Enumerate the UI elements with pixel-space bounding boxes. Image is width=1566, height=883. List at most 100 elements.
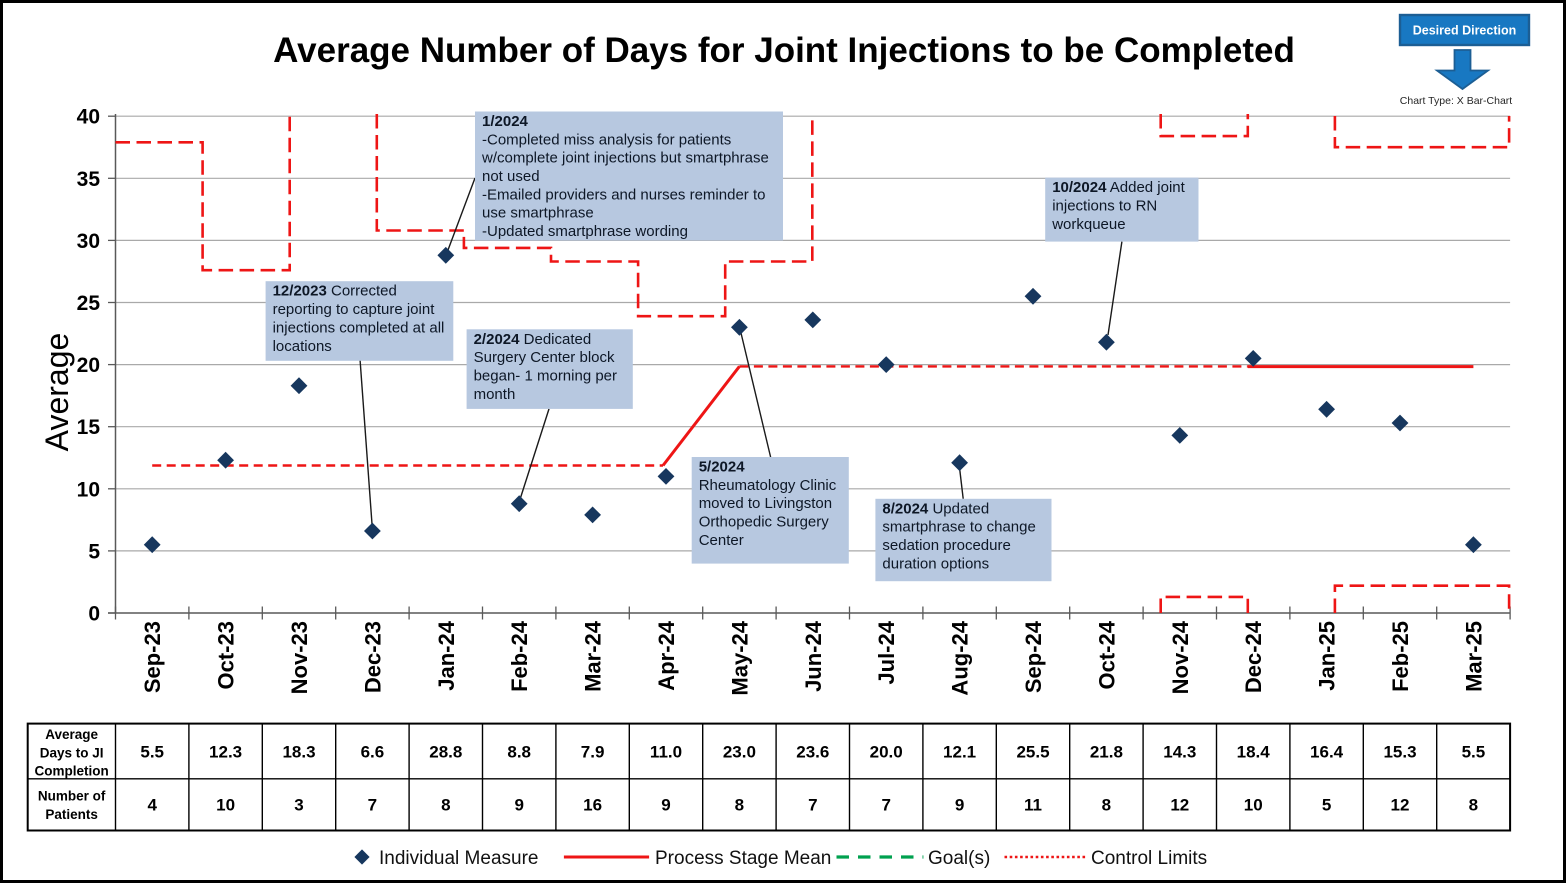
svg-text:Desired Direction: Desired Direction bbox=[1413, 24, 1517, 38]
svg-text:Days to JI: Days to JI bbox=[40, 745, 104, 760]
svg-text:8: 8 bbox=[441, 796, 450, 815]
svg-text:Feb-25: Feb-25 bbox=[1388, 621, 1413, 692]
svg-text:12: 12 bbox=[1170, 796, 1189, 815]
svg-text:Number of: Number of bbox=[38, 788, 106, 803]
svg-text:8: 8 bbox=[1469, 796, 1478, 815]
svg-text:Dec-24: Dec-24 bbox=[1241, 620, 1266, 693]
svg-text:9: 9 bbox=[955, 796, 964, 815]
svg-text:10: 10 bbox=[77, 478, 100, 501]
svg-text:2/2024 Dedicated: 2/2024 Dedicated bbox=[474, 331, 592, 348]
svg-text:-Emailed providers and nurses: -Emailed providers and nurses reminder t… bbox=[482, 186, 765, 203]
svg-text:workqueue: workqueue bbox=[1051, 216, 1125, 233]
svg-text:Jun-24: Jun-24 bbox=[801, 620, 826, 692]
svg-text:8: 8 bbox=[735, 796, 744, 815]
svg-text:Process Stage Mean: Process Stage Mean bbox=[655, 848, 831, 869]
svg-text:Aug-24: Aug-24 bbox=[948, 620, 973, 695]
svg-text:12.1: 12.1 bbox=[943, 743, 976, 762]
svg-text:Center: Center bbox=[699, 532, 744, 549]
svg-text:15: 15 bbox=[77, 416, 101, 439]
svg-text:Nov-23: Nov-23 bbox=[287, 621, 312, 694]
svg-text:Jan-25: Jan-25 bbox=[1315, 621, 1340, 691]
svg-text:18.4: 18.4 bbox=[1237, 743, 1271, 762]
svg-text:w/complete joint injections bu: w/complete joint injections but smartphr… bbox=[481, 150, 769, 167]
svg-text:Average: Average bbox=[45, 727, 98, 742]
svg-text:18.3: 18.3 bbox=[282, 743, 315, 762]
svg-text:30: 30 bbox=[77, 230, 100, 253]
svg-text:1/2024: 1/2024 bbox=[482, 113, 529, 130]
svg-text:0: 0 bbox=[88, 603, 100, 626]
svg-text:Feb-24: Feb-24 bbox=[507, 620, 532, 692]
svg-text:7.9: 7.9 bbox=[581, 743, 605, 762]
svg-text:not used: not used bbox=[482, 168, 540, 185]
svg-text:Oct-23: Oct-23 bbox=[214, 621, 239, 689]
svg-text:sedation procedure: sedation procedure bbox=[882, 537, 1010, 554]
svg-text:Control Limits: Control Limits bbox=[1091, 848, 1207, 869]
svg-text:month: month bbox=[474, 386, 516, 403]
svg-text:16.4: 16.4 bbox=[1310, 743, 1344, 762]
svg-text:11: 11 bbox=[1024, 796, 1042, 815]
svg-text:locations: locations bbox=[273, 338, 332, 355]
svg-text:Nov-24: Nov-24 bbox=[1168, 620, 1193, 694]
svg-text:Individual Measure: Individual Measure bbox=[379, 848, 538, 869]
svg-text:Apr-24: Apr-24 bbox=[654, 620, 679, 690]
svg-text:16: 16 bbox=[583, 796, 602, 815]
svg-text:20: 20 bbox=[77, 354, 100, 377]
svg-text:Chart Type: X Bar-Chart: Chart Type: X Bar-Chart bbox=[1400, 95, 1513, 107]
svg-text:7: 7 bbox=[808, 796, 817, 815]
svg-text:3: 3 bbox=[294, 796, 303, 815]
svg-text:5: 5 bbox=[88, 540, 100, 563]
svg-text:14.3: 14.3 bbox=[1163, 743, 1196, 762]
svg-text:28.8: 28.8 bbox=[429, 743, 462, 762]
svg-text:Mar-25: Mar-25 bbox=[1461, 621, 1486, 692]
svg-text:9: 9 bbox=[514, 796, 523, 815]
svg-text:23.0: 23.0 bbox=[723, 743, 756, 762]
svg-text:moved to Livingston: moved to Livingston bbox=[699, 495, 832, 512]
svg-text:12.3: 12.3 bbox=[209, 743, 242, 762]
svg-text:Mar-24: Mar-24 bbox=[581, 620, 606, 692]
svg-text:6.6: 6.6 bbox=[361, 743, 385, 762]
svg-text:23.6: 23.6 bbox=[796, 743, 829, 762]
svg-text:8/2024 Updated: 8/2024 Updated bbox=[882, 500, 989, 517]
svg-text:8: 8 bbox=[1102, 796, 1111, 815]
svg-text:20.0: 20.0 bbox=[870, 743, 903, 762]
svg-text:reporting to capture joint: reporting to capture joint bbox=[273, 301, 436, 318]
svg-text:12: 12 bbox=[1391, 796, 1410, 815]
svg-text:7: 7 bbox=[881, 796, 890, 815]
svg-text:Sep-24: Sep-24 bbox=[1021, 620, 1046, 693]
svg-text:5.5: 5.5 bbox=[1462, 743, 1486, 762]
svg-text:Average Number of Days for Joi: Average Number of Days for Joint Injecti… bbox=[273, 31, 1295, 70]
svg-text:5.5: 5.5 bbox=[140, 743, 164, 762]
svg-text:7: 7 bbox=[368, 796, 377, 815]
svg-text:Sep-23: Sep-23 bbox=[140, 621, 165, 693]
svg-text:35: 35 bbox=[77, 168, 101, 191]
svg-text:10/2024 Added joint: 10/2024 Added joint bbox=[1052, 179, 1185, 196]
svg-text:12/2023 Corrected: 12/2023 Corrected bbox=[273, 283, 397, 300]
svg-text:smartphrase to change: smartphrase to change bbox=[882, 519, 1035, 536]
svg-text:Jan-24: Jan-24 bbox=[434, 620, 459, 690]
svg-text:10: 10 bbox=[1244, 796, 1263, 815]
svg-text:Average: Average bbox=[39, 333, 75, 452]
svg-text:Dec-23: Dec-23 bbox=[360, 621, 385, 693]
svg-text:use smartphrase: use smartphrase bbox=[482, 205, 594, 222]
svg-text:began- 1 morning per: began- 1 morning per bbox=[474, 368, 617, 385]
svg-text:15.3: 15.3 bbox=[1383, 743, 1416, 762]
svg-text:5/2024: 5/2024 bbox=[699, 459, 746, 476]
svg-text:injections completed at all: injections completed at all bbox=[273, 319, 445, 336]
svg-text:duration options: duration options bbox=[882, 555, 989, 572]
svg-text:25: 25 bbox=[77, 292, 101, 315]
svg-text:5: 5 bbox=[1322, 796, 1331, 815]
svg-text:40: 40 bbox=[77, 106, 100, 129]
svg-text:Goal(s): Goal(s) bbox=[928, 848, 990, 869]
svg-text:25.5: 25.5 bbox=[1016, 743, 1049, 762]
svg-text:Completion: Completion bbox=[34, 764, 108, 779]
svg-text:9: 9 bbox=[661, 796, 670, 815]
svg-text:injections to RN: injections to RN bbox=[1052, 197, 1157, 214]
svg-text:Patients: Patients bbox=[45, 807, 98, 822]
svg-text:11.0: 11.0 bbox=[650, 743, 682, 762]
svg-text:4: 4 bbox=[147, 796, 157, 815]
svg-text:8.8: 8.8 bbox=[507, 743, 531, 762]
svg-text:Surgery Center block: Surgery Center block bbox=[474, 349, 615, 366]
svg-text:May-24: May-24 bbox=[727, 620, 752, 695]
svg-text:Orthopedic Surgery: Orthopedic Surgery bbox=[699, 514, 830, 531]
svg-text:-Completed miss analysis for p: -Completed miss analysis for patients bbox=[482, 131, 731, 148]
